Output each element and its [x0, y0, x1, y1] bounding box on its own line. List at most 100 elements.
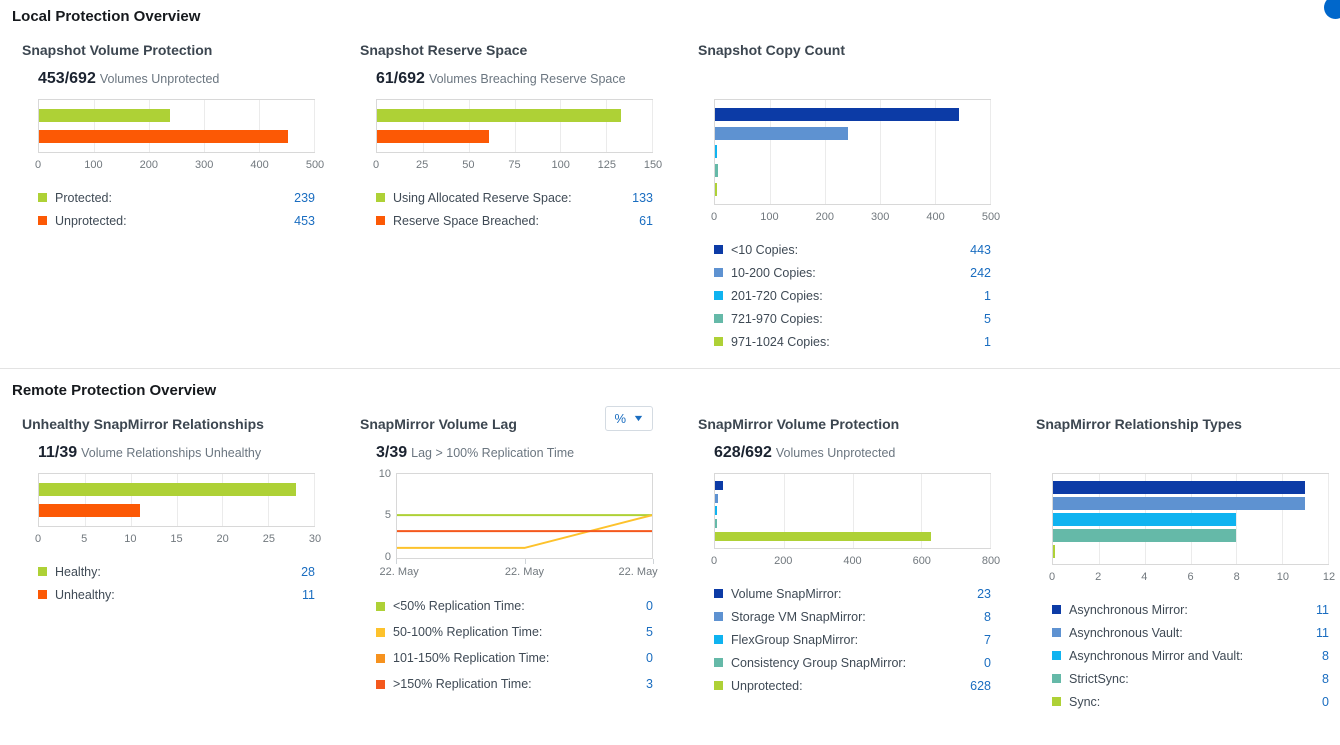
y-tick-label: 5 [384, 509, 391, 521]
panel-title: SnapMirror Volume Protection [698, 416, 900, 432]
legend-item: Consistency Group SnapMirror: 0 [714, 651, 991, 674]
x-tick-label: 300 [871, 211, 890, 223]
bars-group [39, 100, 314, 152]
corner-notification-bubble-icon[interactable] [1324, 0, 1340, 19]
x-tick-label: 100 [760, 211, 779, 223]
remote-protection-panels-row: Unhealthy SnapMirror Relationships 11/39 V… [12, 406, 1340, 713]
x-tick-label: 0 [372, 159, 380, 171]
remote-protection-section: Remote Protection Overview Unhealthy Sna… [0, 382, 1340, 713]
legend-value-link[interactable]: 1 [984, 288, 991, 303]
gridline [825, 100, 826, 204]
legend-value-link[interactable]: 5 [646, 625, 653, 639]
bar-0 [715, 480, 723, 490]
legend-value-link[interactable]: 0 [646, 651, 653, 665]
legend-item: Protected: 239 [38, 186, 315, 209]
legend-item: 101-150% Replication Time: 0 [376, 645, 653, 671]
legend-value-link[interactable]: 28 [301, 564, 315, 579]
legend-value-link[interactable]: 8 [1322, 671, 1329, 686]
lag-unit-dropdown[interactable]: % ▼ [604, 406, 653, 431]
x-tick-label: 25 [262, 533, 275, 545]
panel-title: Snapshot Reserve Space [360, 42, 528, 58]
legend-value-link[interactable]: 1 [984, 334, 991, 349]
x-tick-label: 100 [84, 159, 103, 171]
legend-marker-icon [714, 268, 723, 277]
legend-value-link[interactable]: 8 [1322, 648, 1329, 663]
legend-label: Asynchronous Mirror and Vault: [1069, 648, 1244, 663]
legend-item: <10 Copies: 443 [714, 238, 991, 261]
x-tick-label: 0 [710, 211, 718, 223]
legend-item: Asynchronous Mirror and Vault: 8 [1052, 644, 1329, 667]
panel-unhealthy-snapmirror-relationships: Unhealthy SnapMirror Relationships 11/39 V… [22, 413, 321, 713]
panel-snapshot-volume-protection: Snapshot Volume Protection 453/692 Volumes… [22, 39, 324, 353]
x-tick-label: 22. May [618, 566, 658, 578]
gridline [468, 100, 470, 152]
bar-chart: 0 200 400 600 800 [711, 473, 1000, 569]
legend-label: 201-720 Copies: [731, 288, 823, 303]
bar-plot [38, 473, 315, 527]
section-divider [0, 368, 1340, 369]
caret-down-icon: ▼ [632, 413, 645, 423]
headline-label: Lag > 100% Replication Time [411, 446, 575, 460]
legend-item: >150% Replication Time: 3 [376, 671, 653, 697]
legend-marker-icon [376, 216, 385, 225]
panel-title: SnapMirror Volume Lag [360, 416, 517, 432]
legend-value-link[interactable]: 7 [984, 632, 991, 647]
legend-value-link[interactable]: 5 [984, 311, 991, 326]
legend-value-link[interactable]: 239 [294, 190, 315, 205]
legend-marker-icon [376, 601, 385, 611]
legend-marker-icon [1052, 651, 1061, 660]
bars-group [715, 474, 990, 548]
legend: <50% Replication Time: 0 50-100% Replicati… [376, 593, 653, 697]
x-tick-label: 400 [250, 159, 269, 171]
bar-plot [38, 99, 315, 153]
legend-value-link[interactable]: 11 [302, 587, 315, 602]
legend-item: Asynchronous Mirror: 11 [1052, 598, 1329, 621]
x-tick-label: 500 [981, 211, 1001, 223]
panel-header: Snapshot Volume Protection [22, 39, 315, 70]
legend-value-link[interactable]: 8 [984, 609, 991, 624]
bar-1 [39, 504, 140, 517]
legend-value-link[interactable]: 11 [1316, 625, 1329, 640]
legend-value-link[interactable]: 3 [646, 677, 653, 691]
legend-value-link[interactable]: 0 [984, 655, 991, 670]
bar-0 [377, 109, 621, 122]
legend-value-link[interactable]: 453 [294, 213, 315, 228]
gridline [783, 474, 785, 548]
legend: Volume SnapMirror: 23 Storage VM SnapMirro… [714, 582, 991, 697]
line-plot-row: 10 5 0 [376, 468, 653, 563]
legend-value-link[interactable]: 242 [970, 265, 991, 280]
y-axis-labels: 10 5 0 [376, 468, 396, 563]
legend-label: Asynchronous Mirror: [1069, 602, 1188, 617]
legend-item: 721-970 Copies: 5 [714, 307, 991, 330]
legend-marker-icon [714, 314, 723, 323]
x-tick-label: 4 [1141, 571, 1148, 583]
legend-value-link[interactable]: 0 [646, 599, 653, 613]
x-tick-mark [653, 559, 654, 564]
bar-0 [39, 109, 171, 122]
x-tick-mark [524, 559, 526, 564]
legend-value-link[interactable]: 0 [1322, 694, 1329, 709]
legend-value-link[interactable]: 133 [632, 190, 653, 205]
bar-chart: 0 25 50 75 100 125 150 [372, 99, 662, 173]
gridline [770, 100, 771, 204]
legend-item: StrictSync: 8 [1052, 667, 1329, 690]
legend-value-link[interactable]: 628 [970, 678, 991, 693]
legend-item: Unhealthy: 11 [38, 583, 315, 606]
y-tick-label: 0 [384, 551, 391, 563]
panel-snapmirror-volume-lag: SnapMirror Volume Lag % ▼ 3/39 Lag > 100% Re… [360, 406, 658, 713]
gridline [422, 100, 424, 152]
gridline [204, 100, 205, 152]
legend-value-link[interactable]: 11 [1316, 602, 1329, 617]
legend-value-link[interactable]: 443 [970, 242, 991, 257]
headline-value: 3/39 [376, 444, 408, 461]
legend-value-link[interactable]: 61 [639, 213, 653, 228]
gridline [84, 474, 86, 526]
x-tick-label: 0 [1048, 571, 1056, 583]
legend-value-link[interactable]: 23 [977, 586, 991, 601]
legend-marker-icon [1052, 605, 1061, 614]
legend-label: 101-150% Replication Time: [393, 651, 550, 665]
bar-2 [715, 506, 718, 516]
bar-1 [39, 130, 289, 143]
x-tick-label: 200 [774, 555, 793, 567]
bar-2 [715, 145, 717, 159]
